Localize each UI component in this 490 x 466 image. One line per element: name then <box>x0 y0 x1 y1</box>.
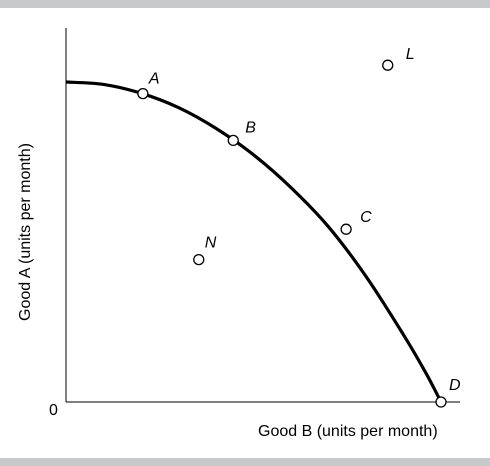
point-a-marker <box>137 87 149 100</box>
point-l-marker <box>382 59 394 71</box>
point-a-label: A <box>148 71 160 88</box>
point-d-marker <box>435 396 447 408</box>
point-n-label: N <box>205 235 217 252</box>
point-d-label: D <box>449 377 461 394</box>
point-b-marker <box>227 134 239 147</box>
x-axis-label: Good B (units per month) <box>258 423 438 440</box>
axes <box>65 28 460 403</box>
point-c-marker <box>340 223 352 235</box>
point-markers: A B C D L N <box>137 46 461 408</box>
point-l-label: L <box>406 46 415 63</box>
point-n-marker <box>193 253 205 266</box>
y-axis-label: Good A (units per month) <box>17 143 34 321</box>
origin-label: 0 <box>49 402 58 419</box>
top-band <box>0 0 490 8</box>
point-b-label: B <box>245 119 256 136</box>
point-c-label: C <box>360 209 372 226</box>
bottom-band <box>0 458 490 466</box>
